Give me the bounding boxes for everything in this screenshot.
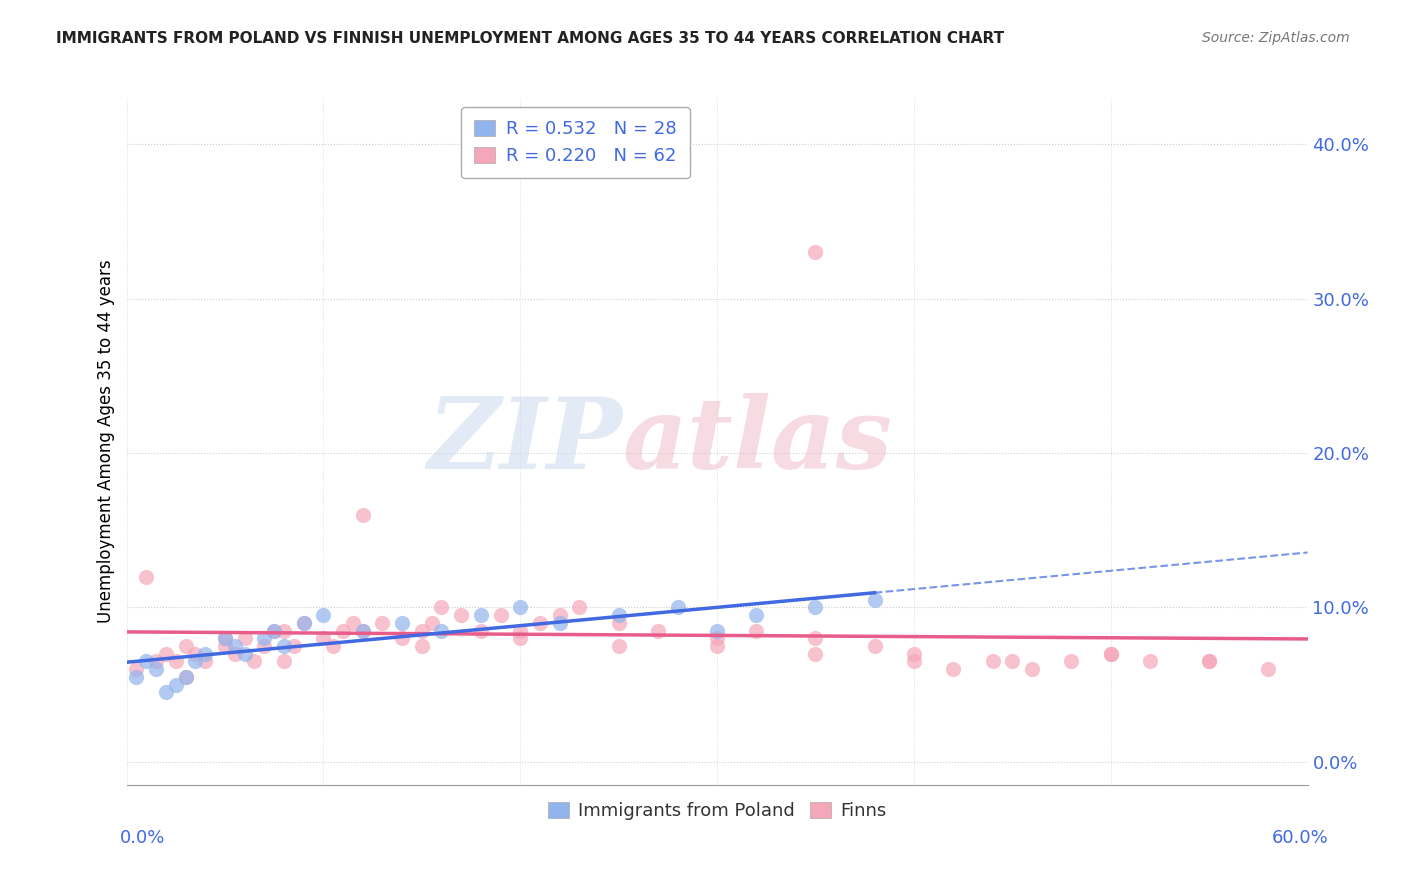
Point [430, 600, 453, 615]
Point [174, 670, 197, 684]
Point [706, 624, 728, 638]
Point [135, 655, 157, 669]
Point [903, 647, 925, 661]
Point [125, 670, 148, 684]
Point [352, 624, 374, 638]
Point [509, 600, 531, 615]
Point [981, 655, 1004, 669]
Point [145, 655, 167, 669]
Point [607, 615, 630, 630]
Point [450, 608, 472, 623]
Point [863, 639, 886, 653]
Point [352, 508, 374, 522]
Point [155, 647, 177, 661]
Point [568, 600, 591, 615]
Point [273, 655, 295, 669]
Point [1099, 647, 1122, 661]
Point [273, 639, 295, 653]
Point [312, 608, 335, 623]
Point [1257, 662, 1279, 676]
Point [214, 639, 236, 653]
Point [1139, 655, 1161, 669]
Point [135, 569, 157, 583]
Point [194, 647, 217, 661]
Point [1001, 655, 1024, 669]
Point [292, 615, 315, 630]
Point [942, 662, 965, 676]
Point [1021, 662, 1043, 676]
Point [548, 608, 571, 623]
Point [292, 615, 315, 630]
Point [165, 678, 187, 692]
Point [1060, 655, 1083, 669]
Text: 60.0%: 60.0% [1272, 829, 1329, 847]
Point [607, 608, 630, 623]
Point [194, 655, 217, 669]
Point [273, 624, 295, 638]
Point [470, 624, 492, 638]
Point [1198, 655, 1220, 669]
Point [233, 647, 256, 661]
Point [312, 632, 335, 646]
Point [233, 632, 256, 646]
Point [804, 632, 827, 646]
Point [253, 632, 276, 646]
Point [647, 624, 669, 638]
Point [253, 639, 276, 653]
Point [174, 639, 197, 653]
Point [214, 632, 236, 646]
Point [863, 592, 886, 607]
Point [666, 600, 689, 615]
Point [145, 662, 167, 676]
Text: Source: ZipAtlas.com: Source: ZipAtlas.com [1202, 31, 1350, 45]
Point [489, 608, 512, 623]
Point [391, 632, 413, 646]
Point [430, 624, 453, 638]
Point [470, 608, 492, 623]
Point [804, 647, 827, 661]
Point [322, 639, 344, 653]
Point [263, 624, 285, 638]
Point [224, 647, 246, 661]
Point [371, 615, 394, 630]
Point [411, 639, 433, 653]
Point [745, 624, 768, 638]
Point [548, 615, 571, 630]
Point [529, 615, 551, 630]
Point [1099, 647, 1122, 661]
Point [155, 685, 177, 699]
Point [224, 639, 246, 653]
Point [342, 615, 364, 630]
Y-axis label: Unemployment Among Ages 35 to 44 years: Unemployment Among Ages 35 to 44 years [97, 260, 115, 624]
Point [706, 639, 728, 653]
Point [214, 632, 236, 646]
Point [391, 615, 413, 630]
Legend: Immigrants from Poland, Finns: Immigrants from Poland, Finns [540, 795, 894, 828]
Point [411, 624, 433, 638]
Point [706, 632, 728, 646]
Point [332, 624, 354, 638]
Point [745, 608, 768, 623]
Point [607, 639, 630, 653]
Point [165, 655, 187, 669]
Point [184, 647, 207, 661]
Text: ZIP: ZIP [427, 393, 623, 490]
Point [420, 615, 443, 630]
Point [804, 600, 827, 615]
Point [125, 662, 148, 676]
Text: 0.0%: 0.0% [120, 829, 165, 847]
Point [263, 624, 285, 638]
Point [509, 632, 531, 646]
Text: atlas: atlas [623, 393, 893, 490]
Point [903, 655, 925, 669]
Point [1198, 655, 1220, 669]
Text: IMMIGRANTS FROM POLAND VS FINNISH UNEMPLOYMENT AMONG AGES 35 TO 44 YEARS CORRELA: IMMIGRANTS FROM POLAND VS FINNISH UNEMPL… [56, 31, 1004, 46]
Point [243, 655, 266, 669]
Point [804, 245, 827, 260]
Point [174, 670, 197, 684]
Point [352, 624, 374, 638]
Point [184, 655, 207, 669]
Point [509, 624, 531, 638]
Point [283, 639, 305, 653]
